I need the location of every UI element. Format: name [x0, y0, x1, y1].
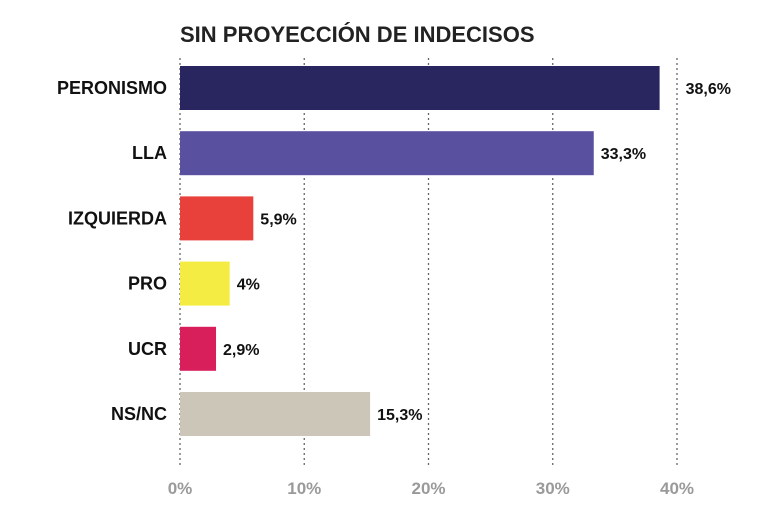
bar-lla — [180, 131, 594, 176]
value-label: 33,3% — [601, 146, 646, 163]
chart-title: SIN PROYECCIÓN DE INDECISOS — [180, 22, 535, 47]
category-label: IZQUIERDA — [68, 208, 167, 228]
value-label: 15,3% — [377, 407, 422, 424]
bar-pro — [180, 261, 230, 306]
bar-ucr — [180, 326, 217, 371]
value-label: 5,9% — [260, 211, 296, 228]
bar-layer — [180, 66, 660, 436]
bar-peronismo — [180, 66, 660, 110]
x-tick-label: 20% — [411, 479, 445, 498]
bar-ns-nc — [180, 392, 371, 436]
x-tick-label: 40% — [660, 479, 694, 498]
x-axis: 0% 10% 20% 30% 40% — [168, 479, 694, 498]
x-tick-label: 0% — [168, 479, 193, 498]
category-label: PRO — [128, 274, 167, 294]
category-label: NS/NC — [111, 404, 167, 424]
x-tick-label: 10% — [287, 479, 321, 498]
category-label: UCR — [128, 339, 167, 359]
value-label: 4% — [237, 277, 260, 294]
category-label: LLA — [132, 143, 167, 163]
bar-izquierda — [180, 196, 254, 241]
category-label: PERONISMO — [57, 78, 167, 98]
x-tick-label: 30% — [536, 479, 570, 498]
value-label: 38,6% — [686, 81, 731, 98]
label-layer: PERONISMO 38,6% LLA 33,3% IZQUIERDA 5,9% PRO 4%… — [57, 78, 731, 424]
value-label: 2,9% — [223, 342, 259, 359]
